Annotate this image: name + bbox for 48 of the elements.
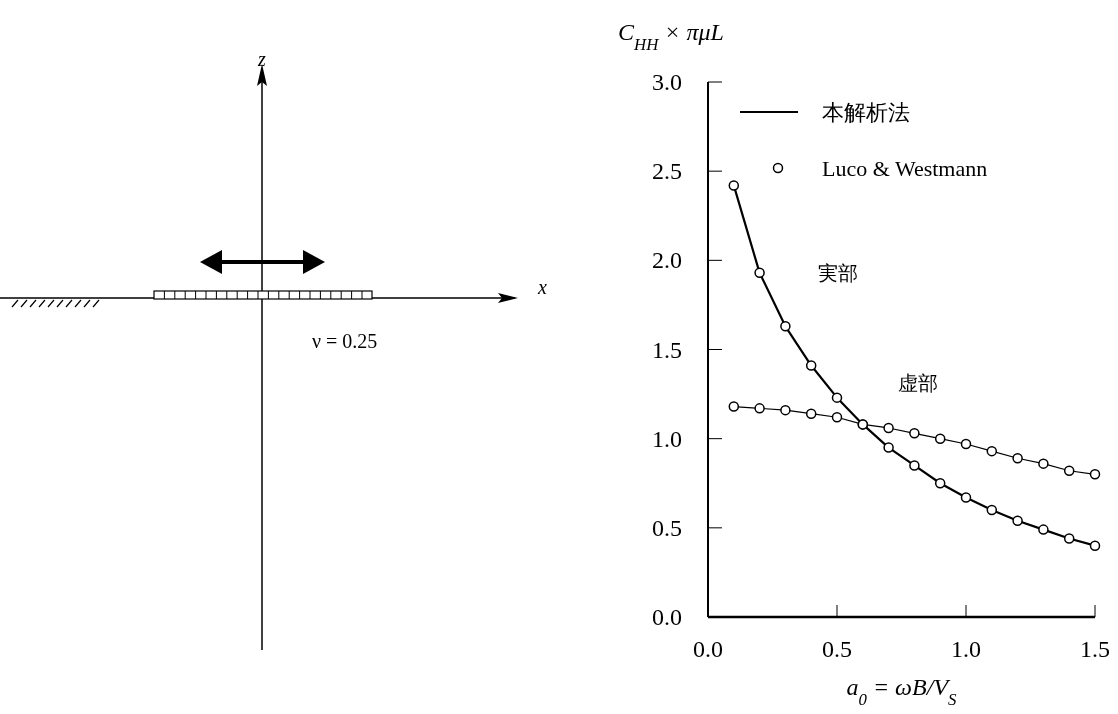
y-axis-title: C$_{HH}$ × πμL bbox=[618, 19, 724, 54]
x-tick-label: 0.5 bbox=[822, 636, 852, 662]
point bbox=[1089, 540, 1101, 551]
point bbox=[780, 321, 791, 332]
x-axis-title: a$_{0}$ = ωB/V$_{S}$ bbox=[846, 674, 958, 709]
point bbox=[754, 403, 765, 414]
point bbox=[909, 428, 920, 439]
point bbox=[728, 401, 740, 412]
point bbox=[805, 360, 817, 371]
point bbox=[1063, 533, 1075, 544]
x-tick-label: 1.5 bbox=[1080, 636, 1110, 662]
text: z bbox=[257, 48, 267, 70]
point bbox=[1012, 515, 1023, 526]
y-tick-label: 1.0 bbox=[652, 425, 682, 452]
legend-label: 本解析法 bbox=[822, 100, 910, 125]
text: ν = 0.25 bbox=[312, 330, 378, 352]
point bbox=[780, 404, 791, 416]
y-tick-label: 0.5 bbox=[652, 514, 682, 541]
point bbox=[1063, 465, 1075, 477]
x-tick-label: 0.0 bbox=[693, 636, 723, 662]
point bbox=[883, 422, 894, 434]
point bbox=[960, 438, 972, 450]
point bbox=[805, 408, 817, 419]
text: x bbox=[537, 276, 547, 298]
point bbox=[1038, 524, 1049, 535]
point bbox=[1089, 469, 1101, 480]
x-tick-label: 1.0 bbox=[951, 636, 981, 662]
point bbox=[883, 442, 894, 453]
y-tick-label: 3.0 bbox=[652, 69, 682, 95]
point bbox=[754, 267, 765, 279]
point bbox=[831, 412, 843, 423]
point bbox=[728, 180, 740, 191]
point bbox=[986, 445, 998, 457]
point bbox=[831, 392, 843, 403]
point bbox=[1012, 453, 1023, 464]
point bbox=[934, 433, 946, 444]
point bbox=[960, 492, 972, 503]
y-tick-label: 2.5 bbox=[652, 158, 682, 185]
point bbox=[986, 504, 998, 516]
legend-label: Luco & Westmann bbox=[822, 156, 988, 181]
point bbox=[934, 478, 946, 489]
y-tick-label: 0.0 bbox=[652, 604, 682, 630]
point bbox=[909, 460, 920, 471]
y-tick-label: 2.0 bbox=[652, 247, 682, 274]
annotation: 虚部 bbox=[898, 372, 938, 394]
y-tick-label: 1.5 bbox=[652, 336, 682, 363]
point bbox=[1038, 458, 1049, 469]
annotation: 実部 bbox=[818, 262, 858, 284]
